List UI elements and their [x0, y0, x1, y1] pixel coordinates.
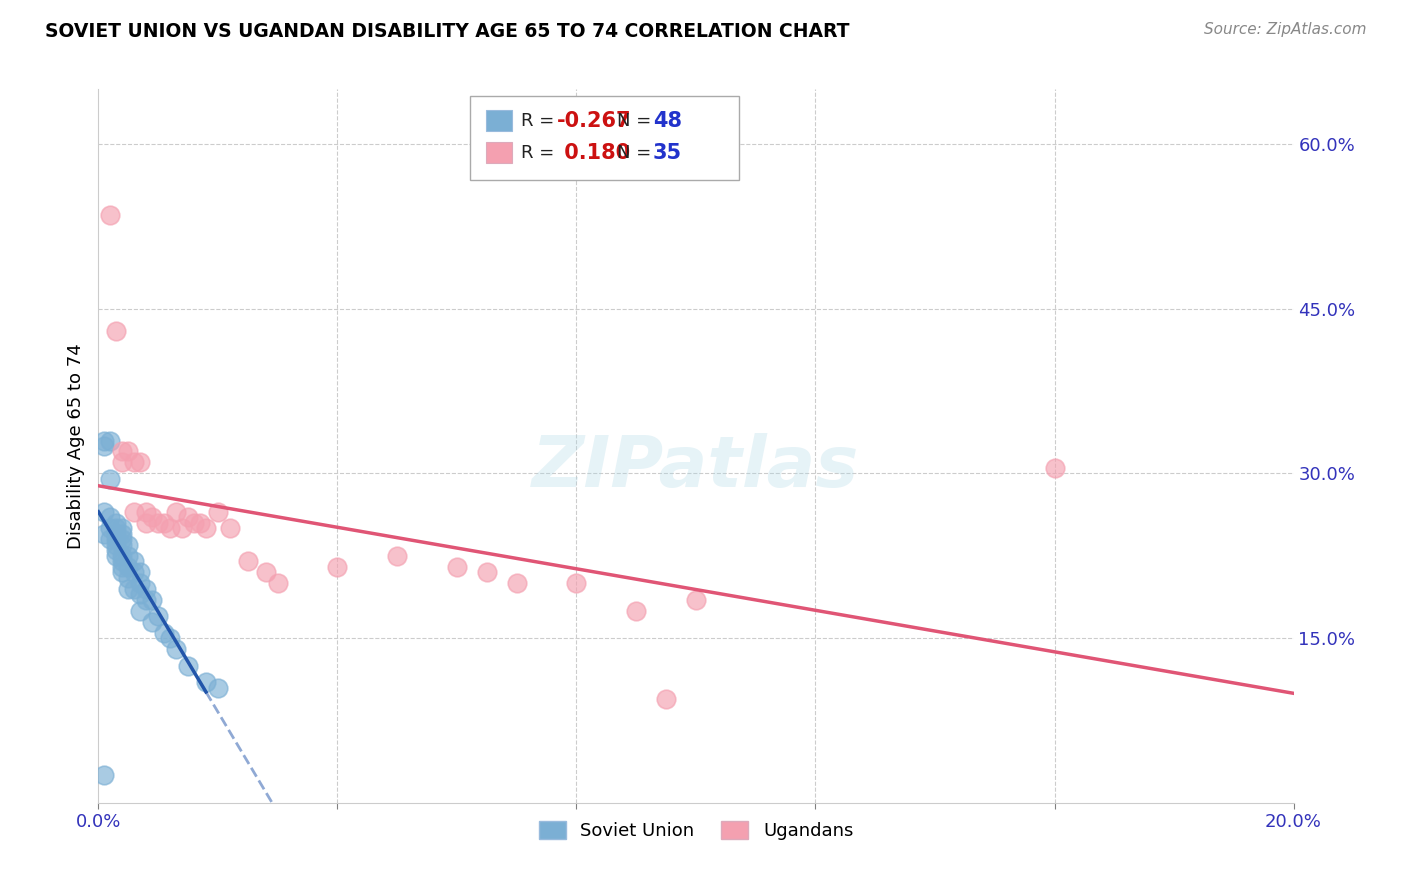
Point [188, 516, 211, 530]
Point [117, 549, 139, 563]
Text: SOVIET UNION VS UGANDAN DISABILITY AGE 65 TO 74 CORRELATION CHART: SOVIET UNION VS UGANDAN DISABILITY AGE 6… [45, 22, 849, 41]
Point [124, 505, 146, 519]
Point [111, 566, 134, 580]
Point [148, 609, 170, 624]
Point [141, 615, 163, 629]
Y-axis label: Disability Age 65 to 74: Disability Age 65 to 74 [66, 343, 84, 549]
Point [254, 566, 277, 580]
Point [111, 444, 134, 458]
Point [124, 582, 146, 596]
Point [129, 455, 152, 469]
Point [105, 533, 128, 547]
Point [98, 521, 122, 535]
Point [153, 516, 176, 530]
Point [236, 554, 259, 568]
FancyBboxPatch shape [470, 95, 740, 180]
Point [105, 543, 128, 558]
Point [207, 681, 229, 695]
Point [98, 533, 122, 547]
Text: N =: N = [617, 112, 657, 129]
Point [195, 675, 218, 690]
Point [207, 505, 229, 519]
Point [153, 625, 176, 640]
Point [117, 571, 139, 585]
Point [141, 592, 163, 607]
Point [135, 592, 157, 607]
Point [655, 691, 678, 706]
Point [105, 324, 128, 338]
Point [135, 582, 157, 596]
Point [165, 642, 187, 657]
Point [159, 521, 181, 535]
Text: N =: N = [617, 144, 657, 161]
Point [93, 768, 115, 782]
Point [111, 554, 134, 568]
Point [267, 576, 290, 591]
Point [141, 510, 163, 524]
Point [105, 521, 128, 535]
Point [124, 566, 146, 580]
Point [111, 521, 134, 535]
Point [111, 526, 134, 541]
Point [105, 538, 128, 552]
Point [111, 559, 134, 574]
Point [129, 566, 152, 580]
Text: ZIPatlas: ZIPatlas [533, 433, 859, 502]
Point [195, 521, 218, 535]
Point [183, 516, 205, 530]
Point [385, 549, 409, 563]
Point [93, 505, 115, 519]
Text: -0.267: -0.267 [557, 111, 631, 130]
Point [124, 455, 146, 469]
Point [111, 533, 134, 547]
Point [135, 516, 157, 530]
Point [117, 559, 139, 574]
Point [177, 510, 200, 524]
Point [129, 604, 152, 618]
Point [326, 559, 349, 574]
Point [506, 576, 529, 591]
Text: 35: 35 [652, 143, 682, 162]
FancyBboxPatch shape [485, 110, 512, 131]
Point [98, 510, 122, 524]
Point [565, 576, 588, 591]
Point [159, 631, 181, 645]
FancyBboxPatch shape [485, 142, 512, 163]
Point [129, 576, 152, 591]
Point [105, 526, 128, 541]
Point [129, 587, 152, 601]
Point [111, 455, 134, 469]
Point [105, 549, 128, 563]
Point [685, 592, 707, 607]
Text: Source: ZipAtlas.com: Source: ZipAtlas.com [1204, 22, 1367, 37]
Point [135, 505, 157, 519]
Text: 48: 48 [652, 111, 682, 130]
Point [117, 538, 139, 552]
Point [117, 582, 139, 596]
Point [148, 516, 170, 530]
Point [111, 538, 134, 552]
Point [111, 549, 134, 563]
Point [475, 566, 498, 580]
Point [98, 472, 122, 486]
Point [626, 604, 648, 618]
Point [117, 444, 139, 458]
Point [172, 521, 194, 535]
Point [124, 554, 146, 568]
Point [105, 516, 128, 530]
Point [93, 434, 115, 448]
Point [93, 439, 115, 453]
Text: 0.180: 0.180 [557, 143, 630, 162]
Point [98, 434, 122, 448]
Point [98, 209, 122, 223]
Text: R =: R = [522, 112, 561, 129]
Point [219, 521, 242, 535]
Point [446, 559, 468, 574]
Text: R =: R = [522, 144, 561, 161]
Point [1043, 461, 1066, 475]
Point [93, 526, 115, 541]
Point [177, 658, 200, 673]
Point [165, 505, 187, 519]
Legend: Soviet Union, Ugandans: Soviet Union, Ugandans [531, 814, 860, 847]
